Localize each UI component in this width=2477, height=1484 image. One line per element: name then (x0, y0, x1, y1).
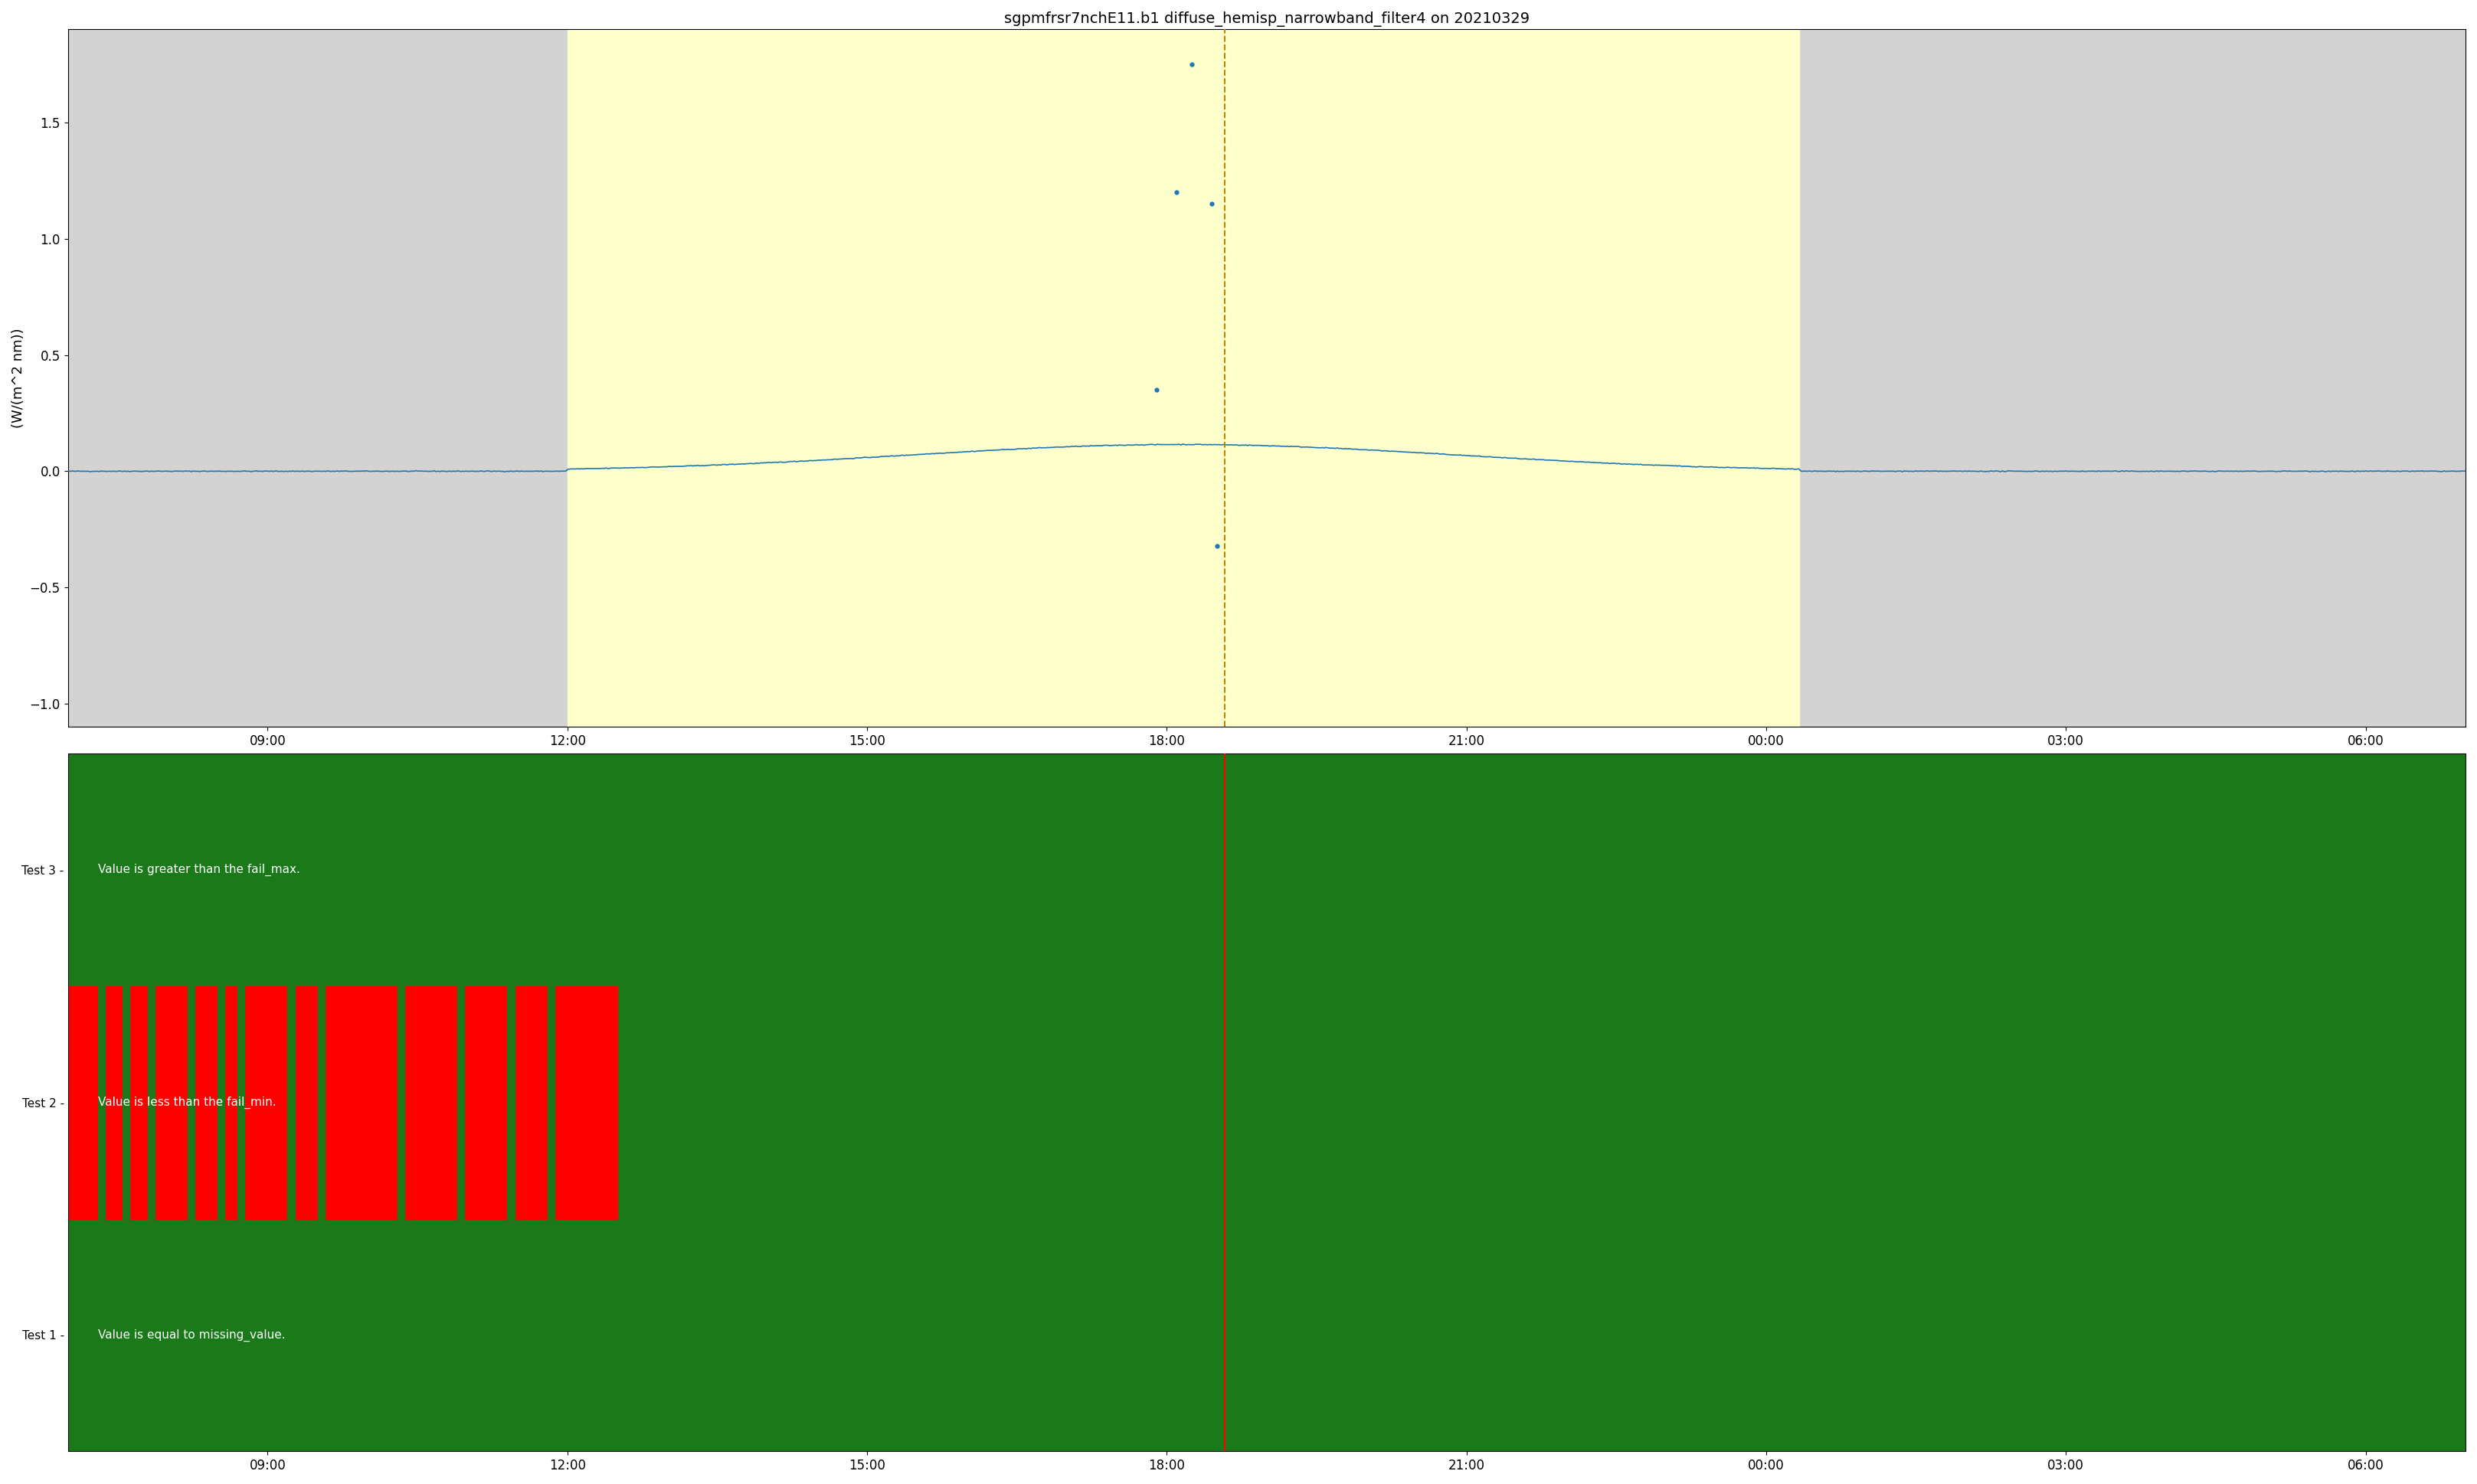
Bar (287, 987, 295, 1218)
Bar (567, 30, 1798, 727)
Y-axis label: (W/(m^2 nm)): (W/(m^2 nm)) (12, 328, 25, 429)
Point (1191, 191, 1231, 215)
Bar (124, 987, 129, 1218)
Bar (149, 987, 154, 1218)
Bar (97, 987, 104, 1218)
Point (1172, 52, 1211, 76)
Bar (547, 987, 555, 1218)
Bar (317, 987, 324, 1218)
Title: sgpmfrsr7nchE11.b1 diffuse_hemisp_narrowband_filter4 on 20210329: sgpmfrsr7nchE11.b1 diffuse_hemisp_narrow… (1003, 12, 1528, 27)
Point (1196, 534, 1236, 558)
Text: Value is equal to missing_value.: Value is equal to missing_value. (97, 1328, 285, 1342)
Bar (67, 987, 617, 1218)
Bar (396, 987, 404, 1218)
Text: Value is less than the fail_min.: Value is less than the fail_min. (97, 1097, 275, 1109)
Bar (238, 987, 245, 1218)
Bar (508, 987, 515, 1218)
Bar (218, 987, 225, 1218)
Point (1157, 180, 1196, 203)
Bar (458, 987, 463, 1218)
Point (1137, 378, 1177, 402)
Text: Value is greater than the fail_max.: Value is greater than the fail_max. (97, 864, 300, 876)
Bar (188, 987, 196, 1218)
